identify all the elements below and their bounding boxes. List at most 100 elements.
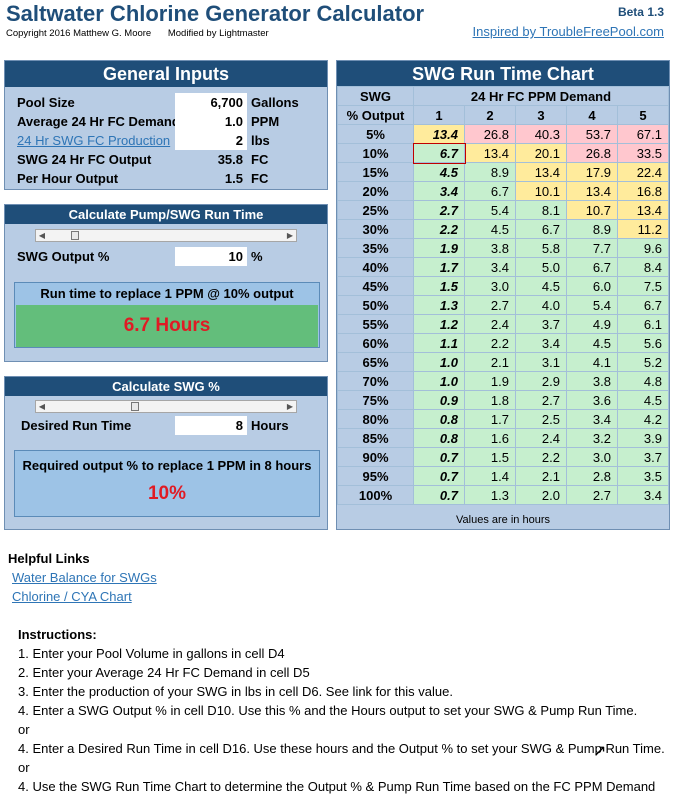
chart-cell[interactable]: 4.9: [566, 314, 618, 334]
chart-cell[interactable]: 1.1: [413, 333, 465, 353]
chart-cell[interactable]: 5.2: [617, 352, 669, 372]
chart-cell[interactable]: 26.8: [566, 143, 618, 163]
fc-demand-input[interactable]: 1.0: [175, 112, 247, 131]
chart-cell[interactable]: 8.4: [617, 257, 669, 277]
chart-cell[interactable]: 4.5: [413, 162, 465, 182]
chart-cell[interactable]: 40.3: [515, 124, 567, 144]
chart-cell[interactable]: 13.4: [464, 143, 516, 163]
chart-cell[interactable]: 2.2: [413, 219, 465, 239]
chart-cell[interactable]: 6.1: [617, 314, 669, 334]
chart-cell[interactable]: 1.7: [413, 257, 465, 277]
chart-cell[interactable]: 2.5: [515, 409, 567, 429]
chart-cell[interactable]: 26.8: [464, 124, 516, 144]
chart-cell[interactable]: 0.8: [413, 409, 465, 429]
chart-cell[interactable]: 20.1: [515, 143, 567, 163]
chart-cell[interactable]: 7.7: [566, 238, 618, 258]
chart-cell[interactable]: 5.8: [515, 238, 567, 258]
chart-cell[interactable]: 4.5: [566, 333, 618, 353]
chart-cell[interactable]: 1.9: [464, 371, 516, 391]
chart-cell[interactable]: 6.7: [464, 181, 516, 201]
chart-cell[interactable]: 3.4: [617, 485, 669, 505]
chart-cell[interactable]: 3.5: [617, 466, 669, 486]
chart-cell[interactable]: 13.4: [515, 162, 567, 182]
chart-cell[interactable]: 2.9: [515, 371, 567, 391]
chart-cell[interactable]: 1.5: [464, 447, 516, 467]
chart-cell[interactable]: 13.4: [413, 124, 465, 144]
chart-cell[interactable]: 2.7: [464, 295, 516, 315]
chart-cell[interactable]: 4.5: [515, 276, 567, 296]
water-balance-link[interactable]: Water Balance for SWGs: [12, 570, 157, 585]
chart-cell[interactable]: 1.4: [464, 466, 516, 486]
chart-cell[interactable]: 3.1: [515, 352, 567, 372]
chart-cell[interactable]: 4.2: [617, 409, 669, 429]
chart-cell[interactable]: 2.4: [515, 428, 567, 448]
chart-cell[interactable]: 8.1: [515, 200, 567, 220]
chart-cell[interactable]: 1.0: [413, 371, 465, 391]
chart-cell[interactable]: 2.1: [515, 466, 567, 486]
chart-cell[interactable]: 2.8: [566, 466, 618, 486]
chart-cell[interactable]: 1.3: [464, 485, 516, 505]
swg-production-link[interactable]: 24 Hr SWG FC Production: [17, 133, 171, 148]
chart-cell[interactable]: 5.0: [515, 257, 567, 277]
chart-cell[interactable]: 5.4: [566, 295, 618, 315]
chart-cell[interactable]: 3.0: [464, 276, 516, 296]
pool-size-input[interactable]: 6,700: [175, 93, 247, 112]
chart-cell[interactable]: 6.7: [617, 295, 669, 315]
chart-cell[interactable]: 6.7: [412, 142, 466, 164]
swg-production-input[interactable]: 2: [175, 131, 247, 150]
chart-cell[interactable]: 4.8: [617, 371, 669, 391]
chart-cell[interactable]: 6.0: [566, 276, 618, 296]
chart-cell[interactable]: 0.7: [413, 485, 465, 505]
chart-cell[interactable]: 8.9: [464, 162, 516, 182]
runtime-slider[interactable]: ◀ ▶: [35, 400, 297, 413]
chart-cell[interactable]: 5.6: [617, 333, 669, 353]
chart-cell[interactable]: 10.7: [566, 200, 618, 220]
chart-cell[interactable]: 3.4: [464, 257, 516, 277]
chart-cell[interactable]: 17.9: [566, 162, 618, 182]
slider-thumb[interactable]: [71, 231, 79, 240]
chart-cell[interactable]: 7.5: [617, 276, 669, 296]
slider-left-arrow-icon[interactable]: ◀: [38, 231, 46, 240]
chart-cell[interactable]: 11.2: [617, 219, 669, 239]
slider-thumb[interactable]: [130, 402, 139, 411]
chart-cell[interactable]: 0.7: [413, 466, 465, 486]
chart-cell[interactable]: 9.6: [617, 238, 669, 258]
chart-cell[interactable]: 3.7: [617, 447, 669, 467]
chart-cell[interactable]: 4.0: [515, 295, 567, 315]
chart-cell[interactable]: 1.9: [413, 238, 465, 258]
chart-cell[interactable]: 53.7: [566, 124, 618, 144]
chart-cell[interactable]: 16.8: [617, 181, 669, 201]
chart-cell[interactable]: 2.1: [464, 352, 516, 372]
slider-right-arrow-icon[interactable]: ▶: [286, 231, 294, 240]
chart-cell[interactable]: 2.4: [464, 314, 516, 334]
chart-cell[interactable]: 1.2: [413, 314, 465, 334]
chart-cell[interactable]: 3.2: [566, 428, 618, 448]
chart-cell[interactable]: 3.9: [617, 428, 669, 448]
chart-cell[interactable]: 1.6: [464, 428, 516, 448]
chart-cell[interactable]: 10.1: [515, 181, 567, 201]
chart-cell[interactable]: 0.9: [413, 390, 465, 410]
chart-cell[interactable]: 8.9: [566, 219, 618, 239]
chart-cell[interactable]: 13.4: [617, 200, 669, 220]
chart-cell[interactable]: 3.4: [515, 333, 567, 353]
chart-cell[interactable]: 13.4: [566, 181, 618, 201]
chart-cell[interactable]: 2.7: [566, 485, 618, 505]
chart-cell[interactable]: 2.2: [515, 447, 567, 467]
swg-output-pct-input[interactable]: 10: [175, 247, 247, 266]
chart-cell[interactable]: 0.7: [413, 447, 465, 467]
chart-cell[interactable]: 4.5: [617, 390, 669, 410]
slider-right-arrow-icon[interactable]: ▶: [286, 402, 294, 411]
chart-cell[interactable]: 33.5: [617, 143, 669, 163]
chart-cell[interactable]: 2.7: [413, 200, 465, 220]
pump-output-slider[interactable]: ◀ ▶: [35, 229, 297, 242]
inspired-link[interactable]: Inspired by TroubleFreePool.com: [472, 24, 664, 39]
chart-cell[interactable]: 3.7: [515, 314, 567, 334]
chart-cell[interactable]: 22.4: [617, 162, 669, 182]
chart-cell[interactable]: 1.5: [413, 276, 465, 296]
chlorine-cya-link[interactable]: Chlorine / CYA Chart: [12, 589, 132, 604]
chart-cell[interactable]: 3.4: [413, 181, 465, 201]
chart-cell[interactable]: 3.4: [566, 409, 618, 429]
chart-cell[interactable]: 3.0: [566, 447, 618, 467]
chart-cell[interactable]: 0.8: [413, 428, 465, 448]
chart-cell[interactable]: 2.0: [515, 485, 567, 505]
